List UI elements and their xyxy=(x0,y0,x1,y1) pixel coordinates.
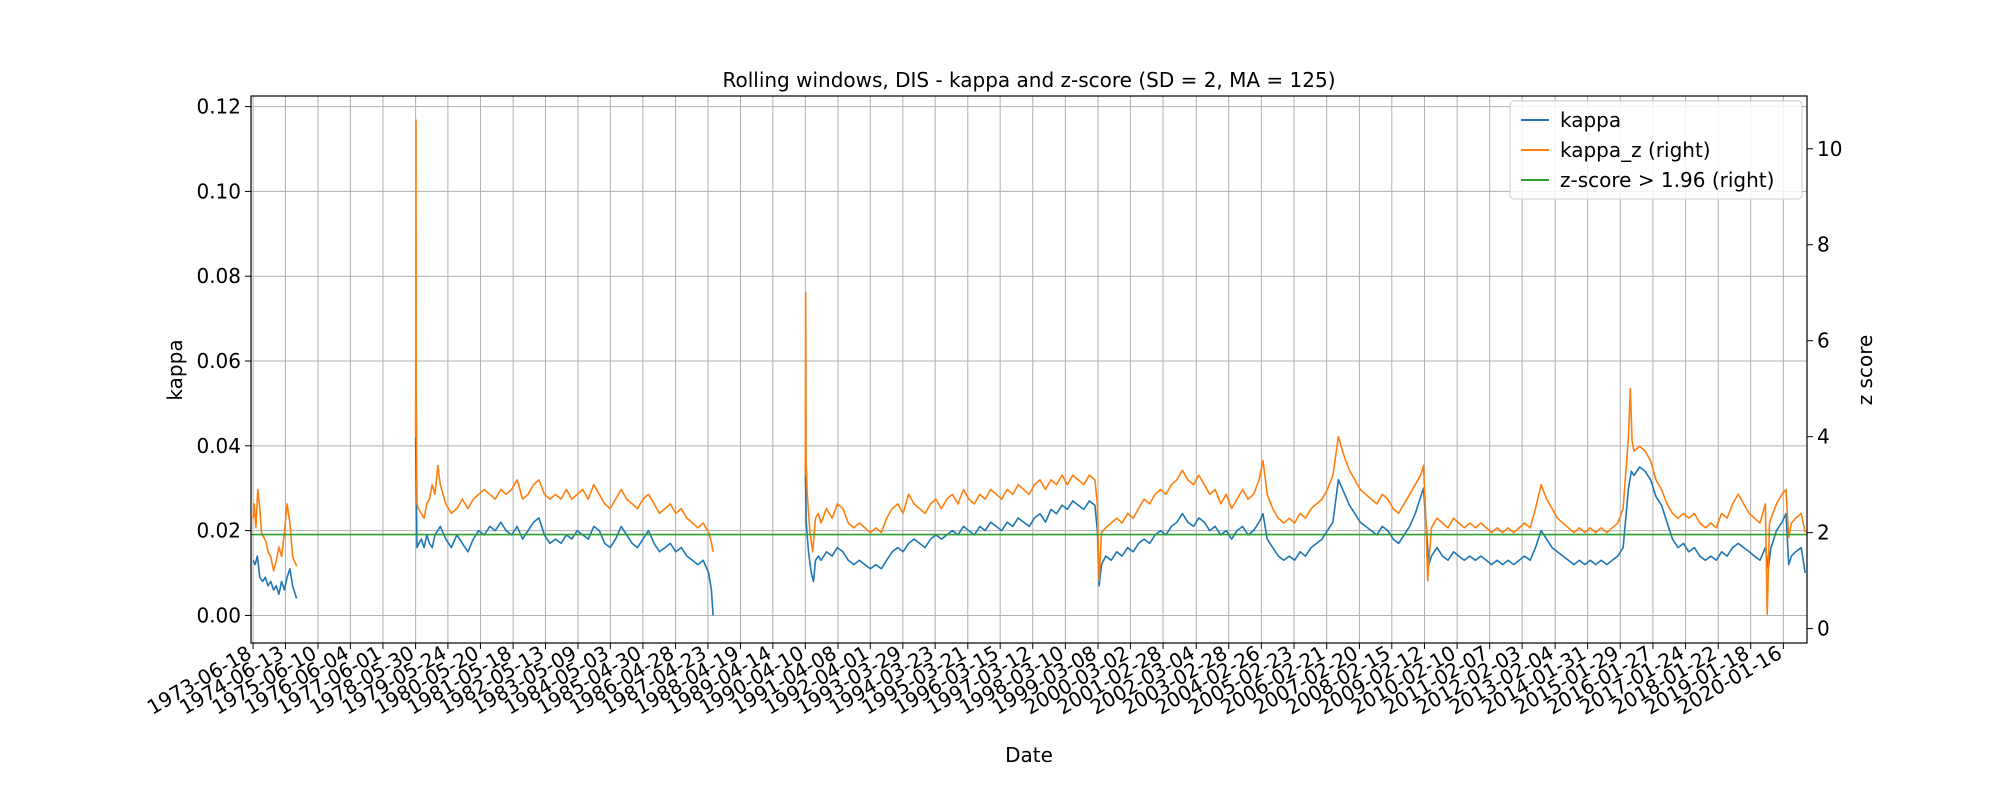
y-tick-label-left: 0.12 xyxy=(196,95,241,119)
y-tick-label-right: 10 xyxy=(1817,137,1842,161)
x-axis-label: Date xyxy=(1005,743,1053,767)
y-tick-label-left: 0.02 xyxy=(196,519,241,543)
series-layer xyxy=(251,119,1807,616)
y-tick-label-right: 8 xyxy=(1817,233,1830,257)
y-tick-label-right: 0 xyxy=(1817,617,1830,641)
legend-box xyxy=(1509,100,1803,200)
y-tick-label-left: 0.10 xyxy=(196,179,241,203)
axes: 1973-06-181974-06-131975-06-101976-06-04… xyxy=(143,95,1843,720)
y-tick-label-right: 4 xyxy=(1817,425,1830,449)
legend-label-kappa-z: kappa_z (right) xyxy=(1560,138,1711,162)
y-tick-label-left: 0.00 xyxy=(196,603,241,627)
y-tick-label-right: 6 xyxy=(1817,329,1830,353)
legend-label-kappa: kappa xyxy=(1560,108,1621,132)
legend: kappa kappa_z (right) z-score > 1.96 (ri… xyxy=(1509,100,1803,200)
y-tick-label-left: 0.08 xyxy=(196,264,241,288)
legend-label-zscore-threshold: z-score > 1.96 (right) xyxy=(1560,168,1774,192)
y-axis-label-right: z score xyxy=(1853,335,1877,406)
y-axis-label-left: kappa xyxy=(163,339,187,400)
series-line-kappa-z-right xyxy=(804,291,1806,616)
y-tick-label-right: 2 xyxy=(1817,521,1830,545)
series-line-kappa xyxy=(804,462,1806,587)
y-tick-label-left: 0.06 xyxy=(196,349,241,373)
series-line-kappa-z-right xyxy=(252,488,298,572)
y-tick-label-left: 0.04 xyxy=(196,434,241,458)
series-line-kappa-z-right xyxy=(414,119,714,552)
series-line-kappa xyxy=(252,555,298,599)
chart-title: Rolling windows, DIS - kappa and z-score… xyxy=(722,68,1335,92)
plot-frame xyxy=(250,95,1808,644)
series-line-kappa xyxy=(414,437,714,616)
